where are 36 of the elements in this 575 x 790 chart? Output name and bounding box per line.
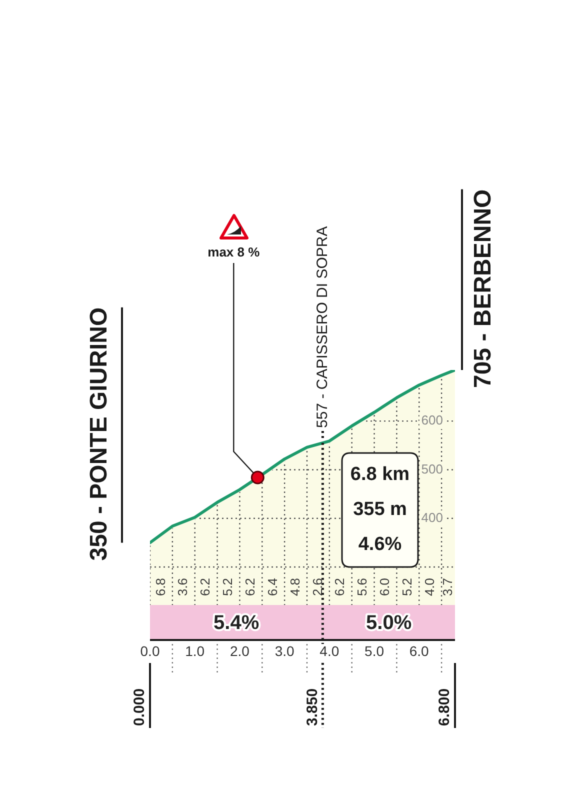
x-tick-label: 2.0 <box>230 642 250 659</box>
annotation: 5.6 <box>354 578 370 596</box>
ref-line-label: 0.000 <box>131 688 148 726</box>
y-tick-label: 400 <box>421 510 443 525</box>
band-label: 5.0% <box>366 612 412 634</box>
ref-line-label: 6.800 <box>436 688 454 726</box>
annotation: 557 - CAPISSERO DI SOPRA <box>314 226 331 428</box>
annotation: 6.0 <box>377 578 392 596</box>
annotation: 5.2 <box>399 578 414 596</box>
x-tick-label: 4.0 <box>320 642 340 659</box>
x-tick-label: 1.0 <box>185 642 205 659</box>
band-label: 5.4% <box>214 612 260 634</box>
annotation: 705 - BERBENNO <box>470 189 497 388</box>
annotation: 3.6 <box>175 578 190 596</box>
x-tick-label: 5.0 <box>364 642 384 659</box>
x-tick-label: 3.0 <box>274 642 294 659</box>
annotation: 6.8 km <box>350 464 410 486</box>
annotation: 6.2 <box>332 578 348 596</box>
ref-line-label: 3.850 <box>304 688 321 726</box>
annotation: 4.6% <box>358 534 402 556</box>
annotation: 2.6 <box>310 578 325 596</box>
x-tick-label: 6.0 <box>409 642 430 659</box>
annotation: 355 m <box>353 499 407 520</box>
annotation: 6.2 <box>198 578 213 596</box>
y-tick-label: 600 <box>421 412 443 428</box>
x-tick-label: 0.0 <box>140 642 160 659</box>
annotation: 4.8 <box>287 578 302 596</box>
annotation: 6.8 <box>152 578 168 596</box>
y-tick-label: 500 <box>421 461 443 476</box>
annotation: 6.4 <box>264 578 280 596</box>
annotation: 5.2 <box>220 578 236 596</box>
annotation: 350 - PONTE GIURINO <box>86 307 113 561</box>
annotation: 6.2 <box>242 578 258 596</box>
annotation: max 8 % <box>208 244 260 260</box>
annotation: 4.0 <box>422 578 437 596</box>
annotation: 3.7 <box>440 578 455 596</box>
